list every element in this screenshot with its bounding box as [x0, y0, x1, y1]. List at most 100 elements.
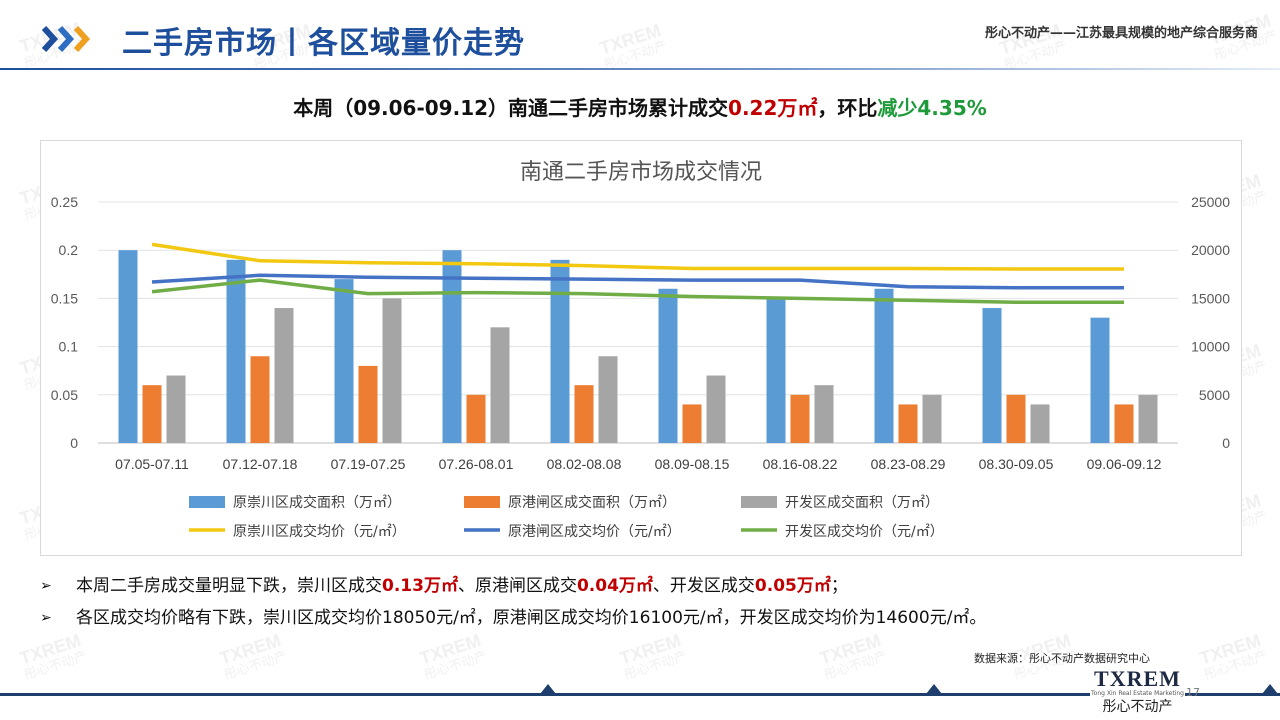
- legend-swatch-bar: [741, 496, 777, 508]
- headline-middle: ，环比: [817, 96, 878, 120]
- x-tick-label: 07.26-08.01: [439, 456, 514, 472]
- header-divider: [0, 68, 1280, 70]
- bar-chongchuan: [874, 288, 894, 443]
- page-title: 二手房市场丨各区域量价走势: [122, 26, 525, 61]
- legend-label: 原港闸区成交均价（元/㎡）: [508, 523, 681, 540]
- transaction-chart: 南通二手房市场成交情况 0 0 0.05 5000 0.1 10000 0.15 15000 0.…: [51, 160, 1230, 540]
- bar-gangzha: [142, 385, 162, 443]
- legend-swatch-bar: [189, 496, 225, 508]
- bar-kaifa: [706, 375, 726, 443]
- bullet-text: 、原港闸区成交: [457, 576, 577, 596]
- footer-triangle-icon: [1262, 684, 1278, 694]
- bar-kaifa: [814, 385, 834, 443]
- bullet-price: ➢ 各区成交均价略有下跌，崇川区成交均价18050元/㎡，原港闸区成交均价161…: [40, 602, 1260, 634]
- bar-kaifa: [166, 375, 186, 443]
- legend-label: 原崇川区成交均价（元/㎡）: [233, 523, 406, 540]
- x-tick-label: 08.02-08.08: [547, 456, 622, 472]
- bar-kaifa: [490, 327, 510, 443]
- bar-chongchuan: [226, 259, 246, 443]
- legend-label: 开发区成交均价（元/㎡）: [785, 523, 944, 540]
- bullet-value-gangzha: 0.04万㎡: [576, 576, 653, 596]
- bar-gangzha: [574, 385, 594, 443]
- bullet-text: ；: [830, 576, 848, 596]
- page-number: 17: [1186, 686, 1200, 699]
- y-tick-right: 0: [1222, 435, 1230, 451]
- legend-label: 原港闸区成交面积（万㎡）: [508, 494, 676, 511]
- y-tick-left: 0.2: [59, 242, 79, 258]
- footer-triangle-icon: [540, 684, 556, 694]
- bar-chongchuan: [550, 259, 570, 443]
- y-tick-left: 0.25: [51, 194, 78, 210]
- bar-gangzha: [790, 394, 810, 443]
- bullet-volume: ➢ 本周二手房成交量明显下跌，崇川区成交0.13万㎡、原港闸区成交0.04万㎡、…: [40, 570, 1260, 602]
- x-tick-label: 08.16-08.22: [763, 456, 838, 472]
- bar-gangzha: [1006, 394, 1026, 443]
- y-tick-right: 10000: [1191, 339, 1230, 355]
- x-tick-label: 08.30-09.05: [979, 456, 1054, 472]
- y-tick-right: 25000: [1191, 194, 1230, 210]
- x-tick-label: 08.23-08.29: [871, 456, 946, 472]
- bar-chongchuan: [334, 279, 354, 443]
- headline-change: 减少4.35%: [877, 96, 987, 120]
- x-tick-label: 07.05-07.11: [115, 456, 189, 472]
- bar-kaifa: [1138, 394, 1158, 443]
- bar-chongchuan: [1090, 317, 1110, 443]
- y-tick-right: 5000: [1199, 387, 1230, 403]
- legend-label: 开发区成交面积（万㎡）: [785, 494, 939, 511]
- bar-gangzha: [682, 404, 702, 443]
- x-tick-label: 07.12-07.18: [223, 456, 298, 472]
- legend-swatch-bar: [464, 496, 500, 508]
- bullet-text: 、开发区成交: [652, 576, 755, 596]
- y-tick-right: 15000: [1191, 290, 1230, 306]
- bar-chongchuan: [982, 308, 1002, 443]
- bar-kaifa: [274, 308, 294, 443]
- y-tick-left: 0.15: [51, 290, 78, 306]
- bar-chongchuan: [658, 288, 678, 443]
- bullet-value-kaifa: 0.05万㎡: [754, 576, 831, 596]
- bullet-value-chongchuan: 0.13万㎡: [382, 576, 458, 596]
- line-kaifa-price: [151, 278, 1124, 305]
- x-tick-label: 09.06-09.12: [1087, 456, 1162, 472]
- bar-gangzha: [358, 365, 378, 443]
- company-logo: TXREM Tong Xin Real Estate Marketing 彤心不…: [1090, 668, 1185, 718]
- bullet-text: 本周二手房成交量明显下跌，崇川区成交: [76, 576, 382, 596]
- bar-kaifa: [382, 298, 402, 443]
- line-chongchuan-price: [151, 242, 1124, 271]
- company-slogan: 彤心不动产——江苏最具规模的地产综合服务商: [984, 26, 1258, 41]
- y-tick-left: 0: [70, 435, 78, 451]
- y-tick-right: 20000: [1191, 242, 1230, 258]
- logo-text-sub: Tong Xin Real Estate Marketing: [1091, 690, 1184, 697]
- footer-triangle-icon: [926, 684, 942, 694]
- bar-chongchuan: [442, 250, 462, 443]
- bullet-text: 各区成交均价略有下跌，崇川区成交均价18050元/㎡，原港闸区成交均价16100…: [76, 608, 987, 628]
- bar-chongchuan: [118, 250, 138, 443]
- y-tick-left: 0.05: [51, 387, 78, 403]
- bar-gangzha: [1114, 404, 1134, 443]
- chart-container: 南通二手房市场成交情况 0 0 0.05 5000 0.1 10000 0.15 15000 0.…: [40, 140, 1242, 556]
- x-tick-label: 07.19-07.25: [331, 456, 406, 472]
- x-tick-label: 08.09-08.15: [655, 456, 730, 472]
- y-tick-left: 0.1: [59, 339, 79, 355]
- arrowhead-bullet-icon: ➢: [40, 610, 52, 626]
- legend-label: 原崇川区成交面积（万㎡）: [233, 494, 401, 511]
- bar-kaifa: [598, 356, 618, 443]
- weekly-headline: 本周（09.06-09.12）南通二手房市场累计成交0.22万㎡，环比减少4.3…: [0, 92, 1280, 121]
- data-source: 数据来源：彤心不动产数据研究中心: [974, 652, 1150, 665]
- logo-text-en: TXREM: [1094, 666, 1181, 691]
- bar-chongchuan: [766, 298, 786, 443]
- chart-title: 南通二手房市场成交情况: [520, 160, 762, 185]
- arrowhead-bullet-icon: ➢: [40, 578, 52, 594]
- summary-bullets: ➢ 本周二手房成交量明显下跌，崇川区成交0.13万㎡、原港闸区成交0.04万㎡、…: [40, 570, 1260, 634]
- bar-gangzha: [466, 394, 486, 443]
- headline-volume: 0.22万㎡: [728, 96, 818, 120]
- bar-kaifa: [1030, 404, 1050, 443]
- headline-prefix: 本周（09.06-09.12）南通二手房市场累计成交: [293, 96, 729, 120]
- bar-kaifa: [922, 394, 942, 443]
- page-header: 二手房市场丨各区域量价走势 彤心不动产——江苏最具规模的地产综合服务商: [0, 0, 1280, 78]
- bar-gangzha: [898, 404, 918, 443]
